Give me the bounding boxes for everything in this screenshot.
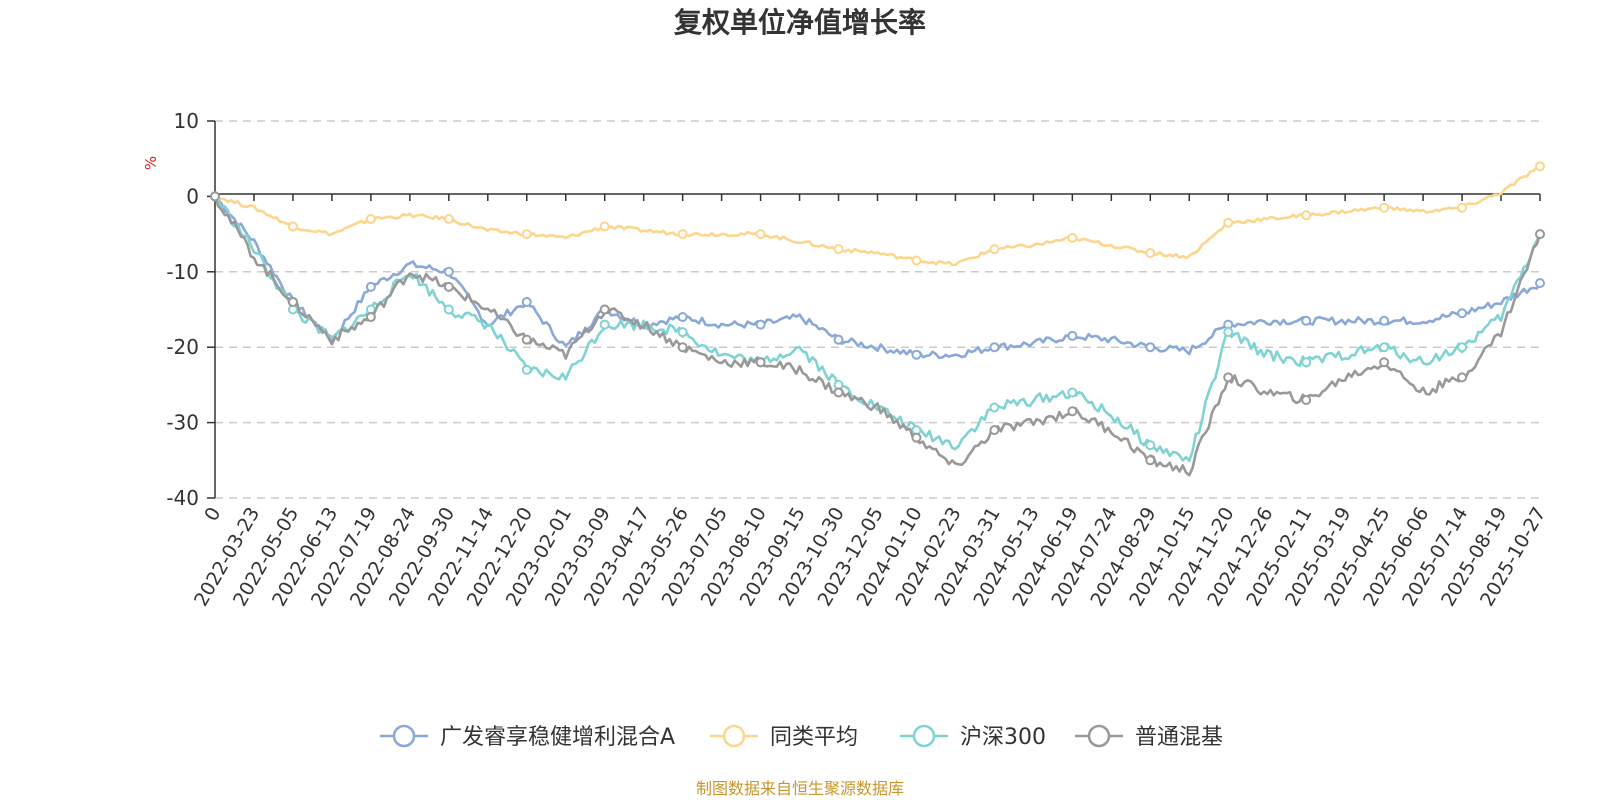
data-point [1223, 372, 1234, 383]
data-point [443, 214, 454, 225]
x-origin-label: 0 [200, 504, 225, 525]
data-point [1067, 330, 1078, 341]
legend-label: 普通混基 [1135, 725, 1223, 750]
data-point [443, 281, 454, 292]
data-point [365, 214, 376, 225]
data-point [1145, 455, 1156, 466]
data-point [210, 191, 220, 202]
data-point [755, 357, 766, 368]
data-point [521, 296, 532, 307]
series-lines [210, 161, 1545, 477]
y-tick-label: -30 [166, 411, 199, 435]
legend[interactable]: 广发睿享稳健增利混合A 同类平均 沪深300 普通混基 [380, 724, 1223, 750]
legend-item-4[interactable]: 普通混基 [1075, 724, 1223, 750]
data-point [1067, 406, 1078, 417]
data-point [599, 221, 610, 232]
legend-label: 同类平均 [770, 725, 858, 750]
source-note: 制图数据来自恒生聚源数据库 [696, 779, 904, 798]
data-point [755, 229, 766, 240]
data-point [833, 244, 844, 255]
y-tick-label: -10 [166, 260, 199, 284]
data-point [443, 304, 454, 315]
data-point [287, 221, 298, 232]
data-point [1223, 217, 1234, 228]
data-point [677, 229, 688, 240]
data-point [833, 334, 844, 345]
data-point [677, 312, 688, 323]
data-point [1145, 342, 1156, 353]
data-point [1457, 372, 1468, 383]
series-line-4 [213, 195, 1542, 477]
data-point [287, 296, 298, 307]
data-point [755, 319, 766, 330]
data-point [1379, 357, 1390, 368]
data-point [1379, 202, 1390, 213]
y-axis-unit-label: % [142, 156, 160, 170]
data-point [521, 334, 532, 345]
data-point [1535, 161, 1545, 172]
data-point [1535, 229, 1545, 240]
data-point [521, 229, 532, 240]
data-point [1457, 202, 1468, 213]
y-tick-label: -20 [166, 335, 199, 359]
data-point [1145, 440, 1156, 451]
chart-title: 复权单位净值增长率 [674, 6, 926, 39]
series-line-3 [213, 195, 1542, 463]
data-point [1379, 315, 1390, 326]
data-point [989, 342, 1000, 353]
data-point [1301, 357, 1312, 368]
legend-label: 沪深300 [960, 725, 1046, 750]
data-point [365, 281, 376, 292]
grid-lines [215, 120, 1540, 499]
data-point [1145, 247, 1156, 258]
data-point [1457, 342, 1468, 353]
data-point [599, 319, 610, 330]
data-point [1067, 387, 1078, 398]
data-point [1379, 342, 1390, 353]
data-point [989, 244, 1000, 255]
data-point [599, 304, 610, 315]
data-point [1535, 278, 1545, 289]
data-point [365, 312, 376, 323]
data-point [833, 387, 844, 398]
y-tick-label: 0 [186, 184, 199, 208]
legend-marker [392, 724, 416, 748]
data-point [443, 266, 454, 277]
legend-item-2[interactable]: 同类平均 [710, 724, 858, 750]
data-point [989, 425, 1000, 436]
data-point [677, 327, 688, 338]
data-point [1301, 210, 1312, 221]
data-point [1301, 315, 1312, 326]
legend-item-1[interactable]: 广发睿享稳健增利混合A [380, 724, 675, 750]
data-point [1301, 394, 1312, 405]
data-point [521, 364, 532, 375]
legend-marker [1087, 724, 1111, 748]
legend-label: 广发睿享稳健增利混合A [440, 725, 675, 750]
data-point [911, 349, 922, 360]
data-point [677, 342, 688, 353]
series-line-1 [214, 195, 1542, 360]
legend-marker [912, 724, 936, 748]
y-tick-label: 10 [174, 109, 199, 133]
legend-item-3[interactable]: 沪深300 [900, 724, 1046, 750]
data-point [1067, 232, 1078, 243]
data-point [989, 402, 1000, 413]
series-line-2 [214, 164, 1541, 267]
legend-marker [722, 724, 746, 748]
data-point [1457, 308, 1468, 319]
data-point [911, 255, 922, 266]
y-tick-label: -40 [166, 486, 199, 510]
data-point [911, 432, 922, 443]
data-point [1223, 327, 1234, 338]
